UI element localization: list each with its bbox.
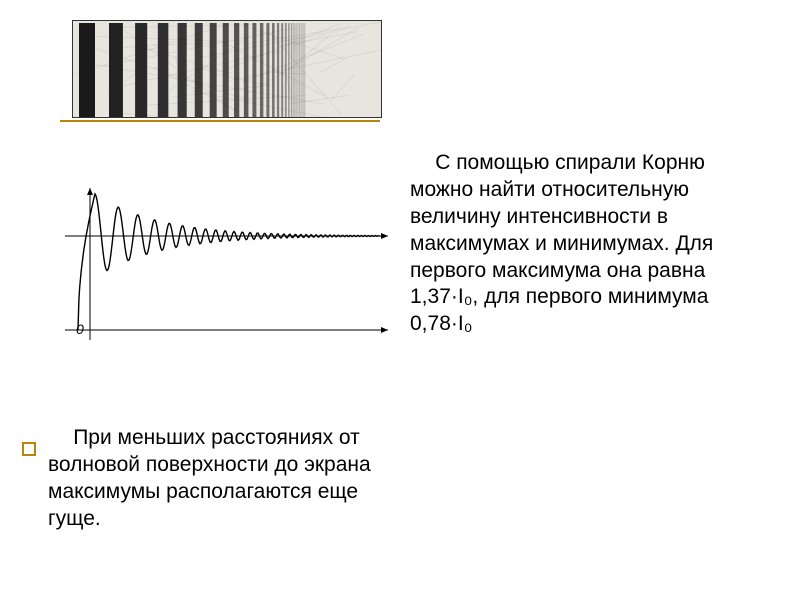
diffraction-fringes-image: [72, 20, 382, 118]
accent-line: [60, 120, 380, 122]
fringes-svg: [73, 21, 382, 118]
slide-container: 0 С помощью спирали Корню можно найти от…: [0, 0, 800, 600]
accent-square-icon: [22, 442, 36, 456]
graph-svg: 0: [60, 180, 390, 360]
intensity-graph: 0: [60, 180, 390, 360]
text-bottom-block: При меньших расстояниях от волновой пове…: [48, 425, 393, 533]
text-right-block: С помощью спирали Корню можно найти отно…: [410, 150, 750, 338]
cornu-spiral-text: С помощью спирали Корню можно найти отно…: [410, 150, 750, 338]
distance-text: При меньших расстояниях от волновой пове…: [48, 425, 393, 533]
svg-text:0: 0: [76, 321, 84, 337]
